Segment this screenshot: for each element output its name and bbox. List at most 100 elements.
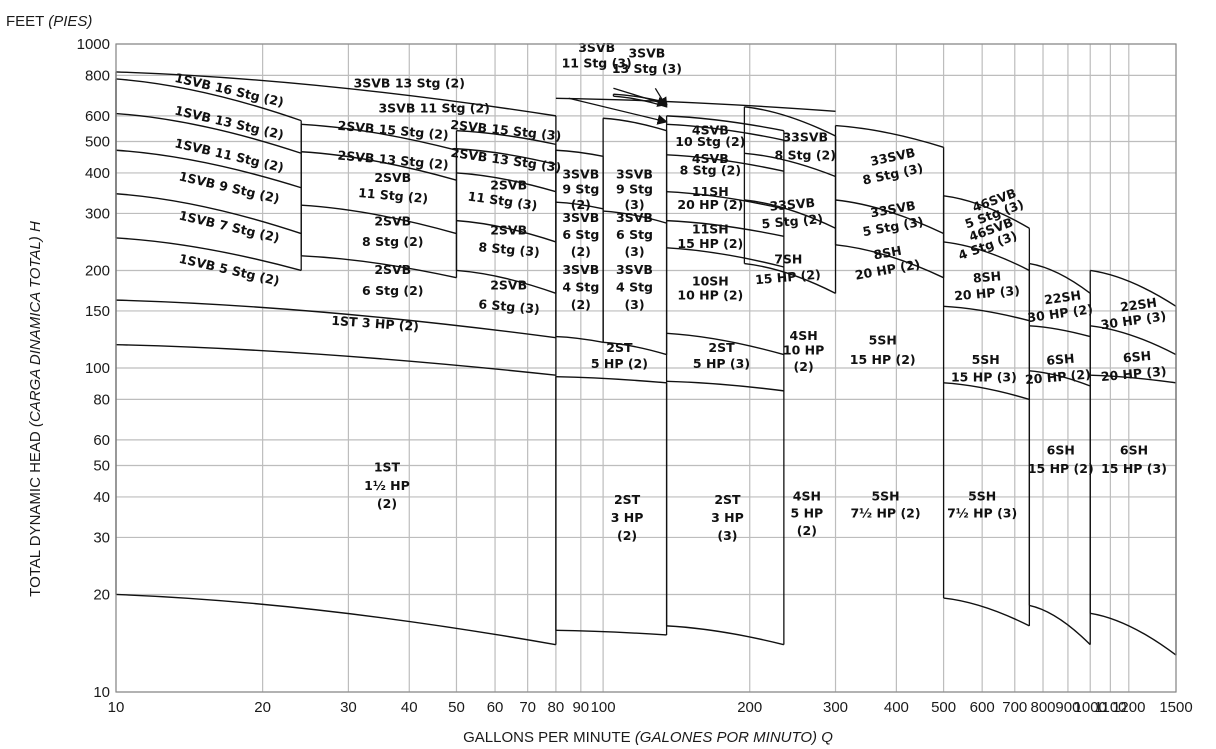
region-label: 2SVB bbox=[490, 277, 527, 292]
callout-arrow bbox=[568, 97, 668, 125]
region-label: 11 Stg (2) bbox=[358, 185, 429, 206]
region-label: 7½ HP (2) bbox=[850, 506, 920, 521]
region-label: 5SH bbox=[968, 488, 996, 503]
region-label: 5 HP (2) bbox=[591, 356, 648, 371]
y-tick-label: 1000 bbox=[77, 36, 110, 53]
region-label: 2SVB 13 Stg (3) bbox=[450, 145, 562, 175]
region-label: 15 HP (2) bbox=[754, 267, 821, 288]
y-unit-label-es: (PIES) bbox=[48, 13, 92, 30]
performance-curve bbox=[555, 149, 604, 158]
x-tick-label: 30 bbox=[340, 699, 357, 716]
performance-curve bbox=[115, 193, 302, 235]
region-label: 4SH bbox=[793, 488, 821, 503]
plot-frame bbox=[115, 43, 1177, 693]
x-tick-label: 1500 bbox=[1159, 699, 1192, 716]
performance-curve bbox=[555, 335, 604, 344]
region-label: 3SVB bbox=[562, 210, 599, 225]
region-label: 33SVB bbox=[769, 195, 816, 214]
performance-curve bbox=[555, 629, 667, 636]
performance-curve bbox=[1090, 612, 1177, 656]
performance-curve bbox=[666, 625, 785, 646]
region-label: 3SVB bbox=[616, 166, 653, 181]
region-label: 6SH bbox=[1047, 443, 1075, 458]
region-label: 10 Stg (2) bbox=[675, 134, 745, 149]
axes: 10 20 30 40 50 60 70 80 90 100 200 300 400 500 600 700 8… bbox=[77, 36, 1193, 716]
region-label: 15 HP (3) bbox=[1101, 461, 1167, 476]
region-label: (2) bbox=[377, 496, 397, 511]
region-label: 5SH bbox=[869, 333, 897, 348]
region-label: (2) bbox=[617, 528, 637, 543]
region-label: 1½ HP bbox=[364, 478, 410, 493]
region-label: 8 Stg (2) bbox=[775, 148, 836, 163]
performance-curve bbox=[115, 593, 557, 646]
region-label: 2SVB 15 Stg (3) bbox=[450, 117, 562, 144]
x-axis-title-es: (GALONES POR MINUTO) Q bbox=[635, 729, 833, 746]
region-label: 2SVB bbox=[374, 170, 411, 185]
region-label: 2ST bbox=[714, 492, 741, 507]
region-label: 7½ HP (3) bbox=[947, 506, 1017, 521]
region-label: 5SH bbox=[871, 488, 899, 503]
x-tick-label: 10 bbox=[108, 699, 125, 716]
x-tick-label: 60 bbox=[487, 699, 504, 716]
region-label: 3SVB bbox=[578, 40, 615, 55]
region-label: 22SH bbox=[1119, 295, 1158, 315]
performance-curve bbox=[456, 130, 557, 146]
region-label: 3 HP bbox=[711, 510, 744, 525]
y-tick-label: 40 bbox=[93, 489, 110, 506]
performance-curve bbox=[943, 195, 1030, 229]
performance-curve bbox=[603, 210, 667, 224]
region-label: (3) bbox=[624, 297, 644, 312]
region-label: 20 HP (2) bbox=[677, 197, 743, 212]
y-tick-label: 300 bbox=[85, 205, 110, 222]
region-label: 5 Stg (2) bbox=[761, 211, 824, 231]
performance-curve bbox=[666, 219, 785, 237]
x-tick-label: 40 bbox=[401, 699, 418, 716]
y-tick-label: 30 bbox=[93, 529, 110, 546]
callout-arrows bbox=[568, 87, 668, 125]
performance-curve bbox=[943, 305, 1030, 322]
y-tick-label: 20 bbox=[93, 586, 110, 603]
region-label: 1SVB 5 Stg (2) bbox=[178, 251, 281, 289]
performance-curve bbox=[603, 341, 667, 356]
region-label: 1SVB 9 Stg (2) bbox=[178, 168, 281, 206]
performance-curve bbox=[115, 344, 556, 376]
x-tick-label: 400 bbox=[884, 699, 909, 716]
region-label: (2) bbox=[797, 523, 817, 538]
region-label: 2SVB bbox=[490, 178, 527, 193]
performance-curve bbox=[1029, 262, 1091, 294]
performance-curve bbox=[456, 269, 557, 294]
region-label: 5 HP bbox=[791, 506, 824, 521]
region-label: 1ST bbox=[374, 459, 401, 474]
region-label: 4 Stg bbox=[562, 280, 599, 295]
region-label: 8 Stg (3) bbox=[478, 239, 541, 259]
performance-curve bbox=[666, 247, 785, 268]
performance-curve bbox=[943, 241, 1030, 272]
performance-curve bbox=[115, 299, 556, 339]
performance-curve bbox=[666, 380, 784, 392]
performance-curve bbox=[456, 172, 557, 193]
y-tick-label: 10 bbox=[93, 684, 110, 701]
performance-curve bbox=[555, 376, 667, 384]
region-label: (3) bbox=[717, 528, 737, 543]
region-label: 6SH bbox=[1120, 443, 1148, 458]
performance-curve bbox=[115, 149, 302, 189]
region-label: 33SVB bbox=[782, 130, 828, 145]
region-label: 11SH bbox=[692, 184, 729, 199]
region-label: 7SH bbox=[774, 252, 802, 267]
performance-curve bbox=[603, 117, 667, 132]
region-label: 4SH bbox=[790, 328, 818, 343]
region-label: 1ST 3 HP (2) bbox=[331, 313, 420, 334]
performance-curve bbox=[456, 148, 557, 166]
callout-arrow bbox=[654, 87, 668, 108]
performance-curve bbox=[301, 255, 457, 279]
y-axis-title-es: (CARGA DINAMICA TOTAL) H bbox=[27, 221, 44, 427]
region-label: 15 HP (2) bbox=[850, 352, 916, 367]
region-label: 2SVB 15 Stg (2) bbox=[337, 118, 449, 143]
region-label: 5SH bbox=[972, 352, 1000, 367]
region-label: (2) bbox=[794, 359, 814, 374]
performance-curve bbox=[1090, 269, 1177, 307]
performance-curves bbox=[115, 71, 1177, 656]
performance-curve bbox=[1029, 604, 1091, 646]
region-label: 4 Stg bbox=[616, 280, 653, 295]
